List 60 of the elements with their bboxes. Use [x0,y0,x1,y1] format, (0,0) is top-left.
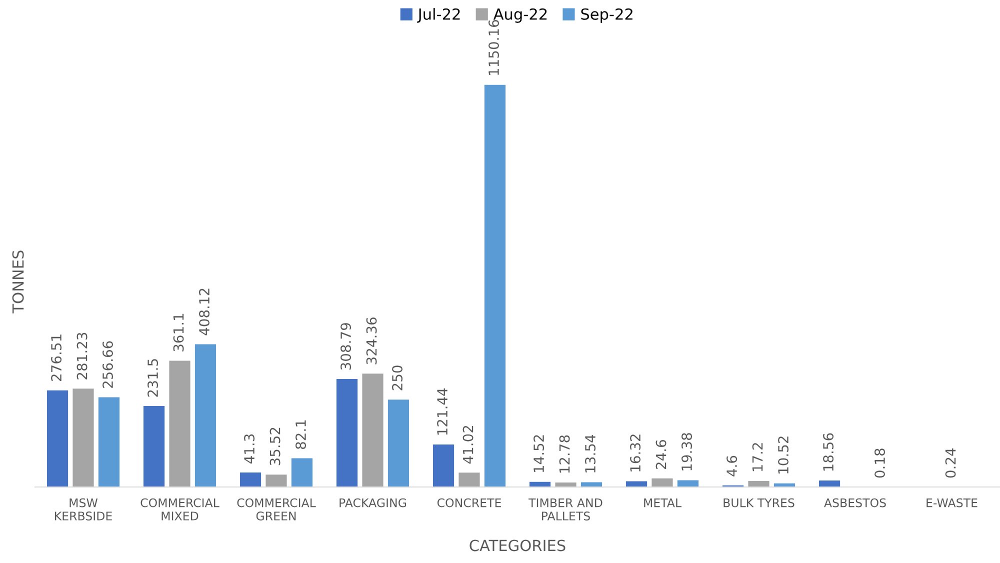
data-label: 10.52 [778,436,789,474]
bar [143,406,165,487]
bar [98,397,120,487]
data-label: 361.1 [173,314,184,352]
bar [652,478,673,487]
data-label: 250 [392,366,403,390]
x-tick-label: BULK TYRES [724,498,794,508]
x-tick-label: PACKAGING [340,498,406,508]
bar [72,388,94,487]
legend-label: Sep-22 [581,8,632,23]
data-label: 0.18 [874,448,886,478]
bar [388,400,410,487]
data-label: 308.79 [340,323,352,370]
bar [458,472,480,487]
data-label: 256.66 [102,341,114,388]
bar [46,390,68,487]
data-label: 14.52 [534,435,544,472]
data-label: 0.24 [945,448,956,478]
data-label: 41.02 [462,426,474,464]
data-label: 82.1 [296,420,306,450]
x-tick-label: CONCRETE [437,498,501,508]
data-label: 121.44 [437,388,448,435]
data-label: 12.78 [559,435,570,473]
bar [194,344,216,487]
x-tick-label: COMMERCIAL MIXED [140,498,220,520]
bar [748,480,770,487]
data-label: 18.56 [823,433,834,471]
y-axis-title: TONNES [12,250,24,314]
bar [240,472,262,487]
bar [677,480,699,487]
data-label: 13.54 [585,434,596,472]
bar [336,379,358,487]
bar [362,374,384,487]
bar [484,84,506,487]
data-label: 276.51 [51,334,62,381]
data-label: 35.52 [270,428,280,466]
data-label: 408.12 [199,288,210,336]
data-label: 41.3 [244,434,255,464]
x-tick-label: COMMERCIAL GREEN [237,498,316,520]
data-label: 16.32 [630,434,641,472]
bar [169,360,190,487]
bar [432,444,454,487]
bar [291,458,313,487]
data-label: 24.6 [656,440,666,470]
x-tick-label: ASBESTOS [824,498,886,508]
legend-label: Jul-22 [417,8,460,23]
x-tick-label: TIMBER AND PALLETS [528,498,602,520]
bar [818,480,840,487]
data-label: 4.6 [726,456,738,476]
data-label: 17.2 [752,443,763,472]
data-label: 19.38 [682,433,692,470]
x-tick-label: MSW KERBSIDE [54,498,112,520]
bar [555,482,576,487]
data-label: 281.23 [76,332,88,380]
data-label: 231.5 [148,359,158,397]
x-tick-label: E-WASTE [926,498,978,508]
bar [266,474,287,487]
x-axis-title: CATEGORIES [470,540,566,552]
x-tick-label: METAL [644,498,682,508]
data-label: 324.36 [366,318,377,364]
